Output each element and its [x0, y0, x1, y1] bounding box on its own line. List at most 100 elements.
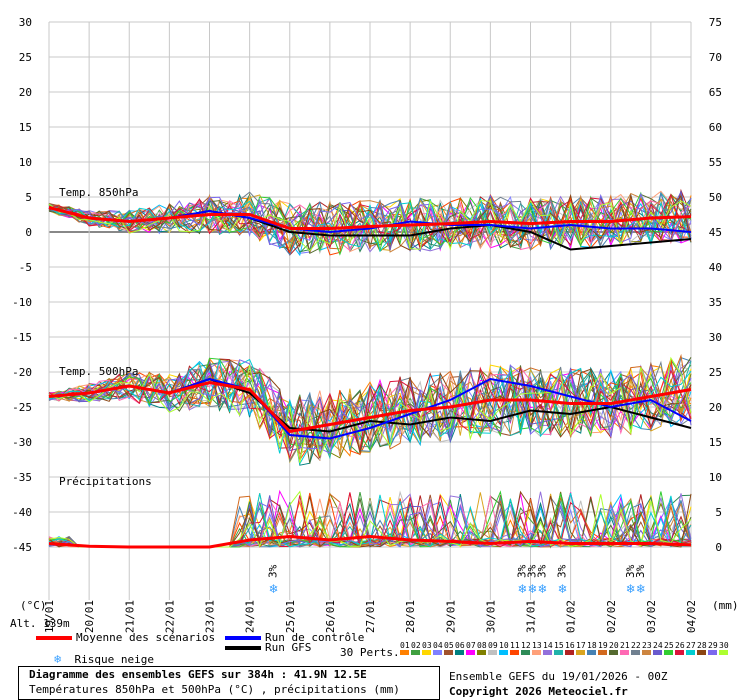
right-tick-label: 35 — [709, 296, 722, 309]
right-tick-label: 15 — [709, 436, 722, 449]
right-unit-label: (mm) — [712, 599, 739, 612]
x-tick-label: 02/02 — [605, 600, 618, 633]
pert-number: 18 — [587, 641, 597, 650]
left-axis-ticks: 30 25 20 15 10 5 0 -5 -10 -15 -20 -25 -30 -35 -40 -45 — [12, 16, 32, 554]
left-tick-label: 5 — [25, 191, 32, 204]
left-tick-label: 25 — [19, 51, 32, 64]
left-tick-label: 0 — [25, 226, 32, 239]
pert-swatch — [499, 650, 508, 655]
left-tick-label: -25 — [12, 401, 32, 414]
legend-snow: ❄ Risque neige — [54, 652, 154, 666]
pert-number: 02 — [411, 641, 421, 650]
right-tick-label: 65 — [709, 86, 722, 99]
pert-swatch — [620, 650, 629, 655]
altitude-label: Alt. 139m — [10, 617, 70, 630]
right-tick-label: 70 — [709, 51, 722, 64]
pert-swatch — [543, 650, 552, 655]
x-tick-label: 22/01 — [163, 600, 176, 633]
left-tick-label: -45 — [12, 541, 32, 554]
pert-number: 27 — [686, 641, 696, 650]
right-tick-label: 25 — [709, 366, 722, 379]
pert-number: 12 — [521, 641, 531, 650]
legend-mean-label: Moyenne des scénarios — [76, 631, 216, 644]
right-tick-label: 5 — [715, 506, 722, 519]
pert-number: 03 — [422, 641, 432, 650]
left-tick-label: -15 — [12, 331, 32, 344]
ensemble-info: Ensemble GEFS du 19/01/2026 - 00Z — [449, 670, 668, 683]
legend-gfs: Run GFS — [225, 641, 311, 654]
pert-swatch — [697, 650, 706, 655]
legend-control: Run de contrôle — [225, 631, 364, 644]
snowflake-icon: ❄ — [54, 652, 62, 666]
pert-swatch — [433, 650, 442, 655]
pert-number: 05 — [444, 641, 454, 650]
pert-swatch — [631, 650, 640, 655]
member-22-t500 — [48, 359, 692, 463]
right-tick-label: 10 — [709, 471, 722, 484]
left-tick-label: 30 — [19, 16, 32, 29]
snow-percent-label: 3% — [526, 564, 539, 578]
pert-swatch — [521, 650, 530, 655]
member-23-t850 — [48, 192, 692, 253]
pert-swatch — [477, 650, 486, 655]
snowflake-icon: ❄ — [626, 582, 636, 596]
x-tick-label: 28/01 — [404, 600, 417, 633]
pert-number: 25 — [664, 641, 674, 650]
pert-number: 16 — [565, 641, 575, 650]
pert-number: 21 — [620, 641, 630, 650]
x-tick-label: 24/01 — [244, 600, 257, 633]
legend-mean: Moyenne des scénarios — [36, 631, 215, 644]
pert-swatch — [642, 650, 651, 655]
pert-number: 04 — [433, 641, 443, 650]
label-t500: Temp. 500hPa — [59, 365, 138, 378]
x-tick-label: 25/01 — [284, 600, 297, 633]
pert-number: 24 — [653, 641, 663, 650]
x-tick-label: 19/01 — [43, 600, 56, 633]
pert-swatch — [455, 650, 464, 655]
pert-number: 19 — [598, 641, 608, 650]
x-tick-label: 26/01 — [324, 600, 337, 633]
pert-swatch — [587, 650, 596, 655]
right-tick-label: 40 — [709, 261, 722, 274]
pert-swatch — [411, 650, 420, 655]
label-precip: Précipitations — [59, 475, 152, 488]
pert-swatch — [708, 650, 717, 655]
footer-subtitle: Températures 850hPa et 500hPa (°C) , pré… — [29, 683, 400, 696]
pert-number: 20 — [609, 641, 619, 650]
right-tick-label: 30 — [709, 331, 722, 344]
pert-swatch — [510, 650, 519, 655]
x-tick-label: 20/01 — [83, 600, 96, 633]
pert-number: 29 — [708, 641, 718, 650]
right-tick-label: 0 — [715, 541, 722, 554]
pert-swatch — [565, 650, 574, 655]
snow-percent-label: 3% — [624, 564, 637, 578]
mean-t850-line — [48, 206, 692, 230]
pert-swatch — [598, 650, 607, 655]
pert-number: 22 — [631, 641, 641, 650]
right-tick-label: 60 — [709, 121, 722, 134]
right-tick-label: 45 — [709, 226, 722, 239]
x-tick-label: 31/01 — [525, 600, 538, 633]
snow-percent-label: 3% — [515, 564, 528, 578]
pert-number: 28 — [697, 641, 707, 650]
pert-swatch — [675, 650, 684, 655]
left-tick-label: -35 — [12, 471, 32, 484]
pert-swatch — [488, 650, 497, 655]
footer-title: Diagramme des ensembles GEFS sur 384h : … — [29, 668, 367, 681]
x-tick-label: 30/01 — [484, 600, 497, 633]
snow-percent-label: 3% — [267, 564, 280, 578]
pert-number: 23 — [642, 641, 652, 650]
pert-swatch — [653, 650, 662, 655]
right-tick-label: 50 — [709, 191, 722, 204]
pert-swatch — [444, 650, 453, 655]
member-30-t850 — [48, 199, 692, 252]
member-11-t500 — [48, 358, 692, 462]
pert-swatch — [400, 650, 409, 655]
pert-number: 11 — [510, 641, 520, 650]
mean-precip-line — [48, 534, 692, 549]
legend-snow-label: Risque neige — [74, 653, 154, 666]
pert-swatch — [576, 650, 585, 655]
left-tick-label: 20 — [19, 86, 32, 99]
right-tick-label: 75 — [709, 16, 722, 29]
